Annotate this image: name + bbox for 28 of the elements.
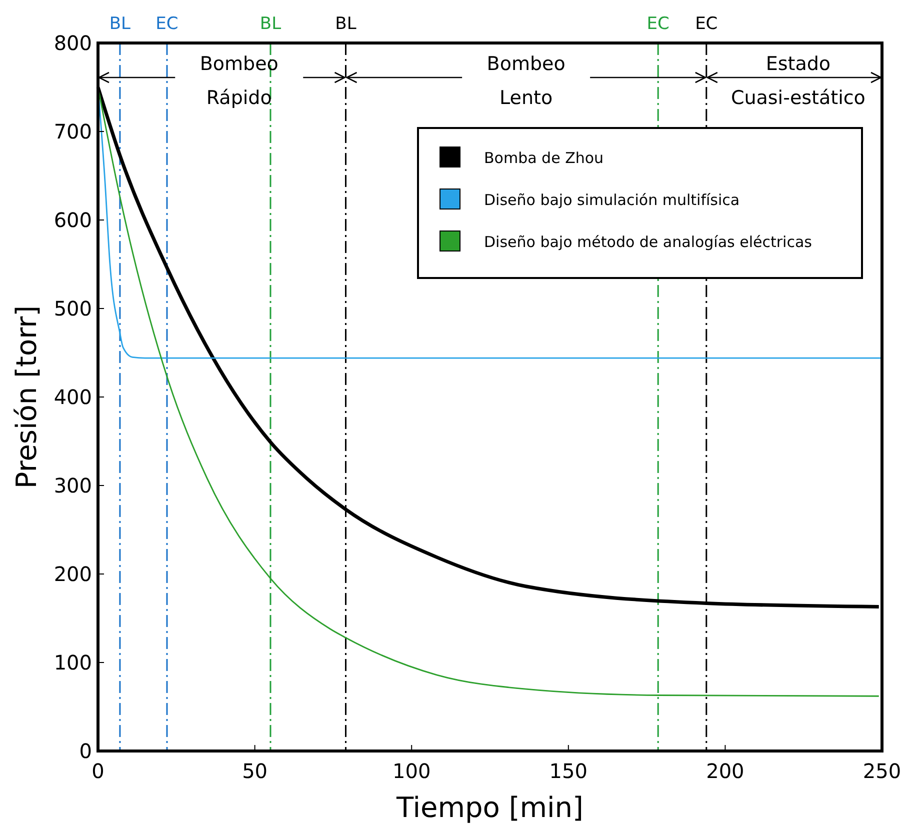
y-tick-label: 300 (54, 474, 92, 498)
ref-line-label: EC (695, 14, 718, 34)
x-tick-label: 150 (549, 759, 588, 783)
y-tick-label: 500 (54, 296, 92, 320)
y-tick-label: 0 (79, 739, 92, 763)
annotation: Bombeo Rápido (200, 53, 278, 109)
y-tick-label: 400 (54, 385, 92, 409)
y-tick-label: 700 (54, 120, 92, 144)
legend-label: Bomba de Zhou (484, 149, 604, 167)
y-tick-label: 200 (54, 562, 92, 586)
y-tick-label: 100 (54, 650, 92, 674)
y-tick-label: 800 (54, 31, 92, 55)
y-tick-label: 600 (54, 208, 92, 232)
x-axis-title: Tiempo [min] (396, 791, 584, 824)
ref-line-label: BL (260, 14, 282, 34)
ref-line-label: BL (109, 14, 132, 34)
x-tick-label: 250 (862, 759, 902, 783)
x-tick-label: 50 (242, 759, 268, 783)
legend-label: Diseño bajo método de analogías eléctricas (484, 233, 812, 251)
y-axis-title: Presión [torr] (10, 305, 43, 489)
ref-line-label: EC (646, 14, 670, 34)
ref-line-label: EC (156, 14, 178, 34)
annotation: Estado Cuasi-estático (730, 53, 866, 109)
ref-line-label: BL (335, 14, 357, 34)
annotation: Bombeo Lento (486, 53, 566, 109)
legend-label: Diseño bajo simulación multifísica (484, 191, 740, 209)
x-tick-label: 100 (392, 759, 431, 783)
x-tick-label: 200 (706, 759, 744, 783)
